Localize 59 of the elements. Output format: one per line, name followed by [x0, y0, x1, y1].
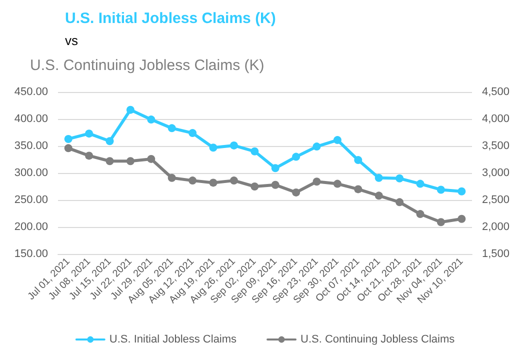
- point: [188, 176, 197, 185]
- point: [250, 182, 259, 190]
- point: [85, 152, 94, 160]
- point: [333, 180, 342, 188]
- point: [374, 192, 383, 200]
- y-tick-label: 350.00: [14, 140, 48, 152]
- point: [168, 124, 176, 132]
- point: [396, 198, 404, 206]
- y-tick-label: 300.00: [14, 167, 48, 179]
- point: [147, 116, 156, 124]
- y2-tick-label: 2,000: [482, 221, 510, 233]
- point: [209, 144, 218, 152]
- y2-tick-label: 2,500: [482, 194, 510, 206]
- point: [168, 174, 176, 182]
- point: [458, 214, 466, 223]
- point: [436, 218, 445, 226]
- point: [458, 187, 466, 196]
- point: [333, 136, 342, 144]
- point: [312, 178, 321, 186]
- text: U.S. Continuing Jobless Claims (K): [30, 57, 264, 74]
- point: [292, 188, 300, 196]
- y2-tick-label: 1,500: [482, 248, 510, 260]
- point: [85, 130, 94, 138]
- point: [230, 141, 238, 150]
- y2-tick-label: 3,000: [482, 167, 510, 179]
- point: [126, 157, 134, 166]
- y-tick-label: 400.00: [14, 113, 48, 125]
- point: [106, 157, 114, 166]
- point: [271, 180, 280, 189]
- point: [230, 176, 238, 185]
- point: [271, 164, 280, 172]
- chart-title: U.S. Initial Jobless Claims (K): [65, 10, 276, 27]
- point: [396, 174, 404, 182]
- point: [354, 185, 362, 194]
- point: [354, 156, 362, 164]
- y-tick-label: 250.00: [14, 194, 48, 206]
- y2-tick-label: 4,500: [482, 86, 510, 98]
- y-tick-label: 200.00: [14, 221, 48, 233]
- point: [126, 106, 134, 114]
- point: [416, 210, 424, 218]
- legend-label: U.S. Initial Jobless Claims: [109, 334, 238, 346]
- y2-tick-label: 4,000: [482, 113, 510, 125]
- point: [292, 152, 300, 161]
- y-tick-label: 150.00: [14, 248, 48, 260]
- point: [374, 174, 383, 182]
- point: [64, 134, 72, 143]
- point: [416, 180, 424, 188]
- point: [312, 142, 321, 151]
- point: [209, 178, 218, 187]
- y2-tick-label: 3,500: [482, 140, 510, 152]
- point: [147, 154, 156, 163]
- point: [436, 186, 445, 194]
- point: [188, 129, 197, 138]
- chart-subtitle: vs: [65, 33, 78, 48]
- point: [64, 144, 72, 152]
- point: [106, 137, 114, 146]
- legend-label: U.S. Continuing Jobless Claims: [300, 334, 456, 346]
- point: [250, 147, 259, 156]
- y-tick-label: 450.00: [14, 86, 48, 98]
